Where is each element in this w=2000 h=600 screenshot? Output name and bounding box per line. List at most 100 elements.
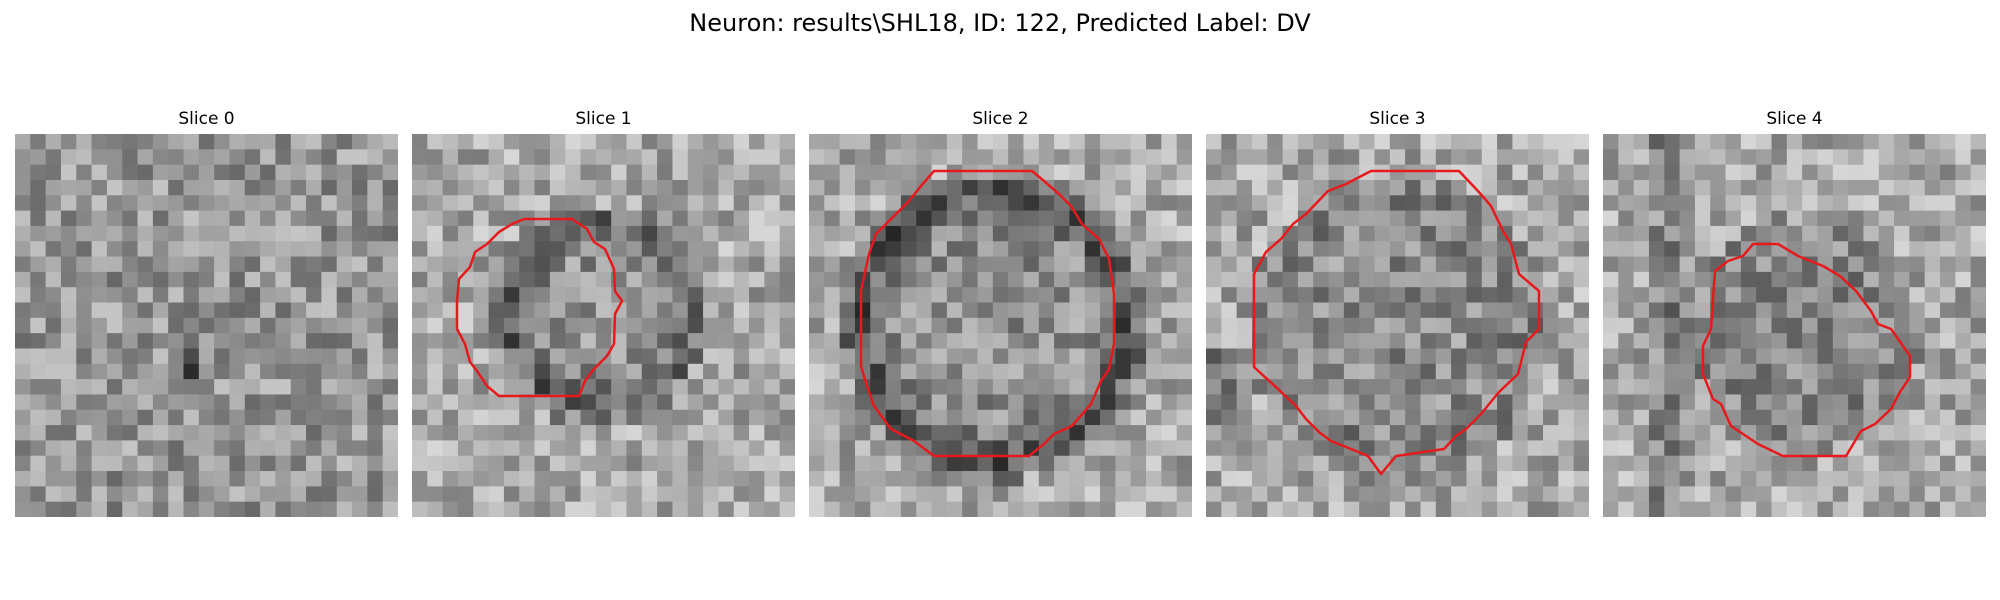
- image-pixel: [672, 440, 689, 457]
- image-pixel: [962, 455, 978, 472]
- image-pixel: [1466, 394, 1483, 411]
- image-pixel: [1603, 409, 1619, 426]
- image-pixel: [1725, 348, 1742, 365]
- image-pixel: [1633, 486, 1650, 502]
- image-pixel: [1970, 394, 1986, 411]
- image-pixel: [1008, 149, 1024, 165]
- image-pixel: [1282, 409, 1299, 426]
- image-pixel: [885, 394, 902, 411]
- image-pixel: [1389, 179, 1406, 196]
- image-pixel: [1878, 302, 1895, 319]
- image-pixel: [703, 302, 719, 319]
- image-pixel: [214, 394, 230, 411]
- image-pixel: [45, 379, 62, 395]
- image-pixel: [1970, 471, 1986, 487]
- image-pixel: [580, 149, 597, 165]
- image-pixel: [275, 302, 292, 319]
- image-pixel: [519, 425, 535, 441]
- image-pixel: [1694, 210, 1711, 227]
- image-pixel: [916, 363, 932, 380]
- image-pixel: [977, 256, 994, 273]
- image-pixel: [977, 317, 994, 334]
- image-pixel: [1756, 271, 1772, 288]
- image-pixel: [703, 455, 719, 472]
- image-pixel: [1161, 256, 1177, 273]
- image-pixel: [1543, 394, 1559, 411]
- image-pixel: [321, 195, 338, 211]
- image-pixel: [900, 486, 917, 502]
- image-pixel: [275, 256, 292, 273]
- image-pixel: [1633, 225, 1650, 242]
- image-pixel: [839, 486, 856, 502]
- image-pixel: [733, 134, 750, 150]
- image-pixel: [183, 409, 200, 426]
- image-pixel: [1618, 501, 1634, 517]
- image-pixel: [1481, 440, 1498, 457]
- image-pixel: [1451, 241, 1467, 257]
- image-pixel: [1251, 179, 1268, 196]
- image-pixel: [931, 471, 948, 487]
- image-pixel: [260, 210, 276, 227]
- image-pixel: [412, 256, 428, 273]
- image-pixel: [30, 486, 46, 502]
- image-pixel: [1603, 195, 1619, 211]
- image-pixel: [1618, 363, 1634, 380]
- image-pixel: [1420, 302, 1437, 319]
- image-pixel: [1573, 179, 1589, 196]
- image-pixel: [91, 425, 108, 441]
- image-pixel: [382, 302, 398, 319]
- image-pixel: [275, 501, 292, 517]
- image-pixel: [718, 501, 735, 517]
- image-pixel: [1221, 179, 1237, 196]
- image-pixel: [1558, 256, 1574, 273]
- image-pixel: [703, 348, 719, 365]
- image-pixel: [382, 317, 398, 334]
- image-pixel: [122, 225, 138, 242]
- image-pixel: [1221, 195, 1237, 211]
- image-pixel: [1038, 501, 1055, 517]
- image-pixel: [870, 363, 886, 380]
- image-pixel: [198, 241, 215, 257]
- image-pixel: [244, 149, 261, 165]
- image-pixel: [122, 471, 138, 487]
- image-pixel: [306, 179, 322, 196]
- image-pixel: [137, 379, 154, 395]
- image-pixel: [992, 164, 1009, 181]
- image-pixel: [657, 486, 673, 502]
- image-pixel: [1633, 455, 1650, 472]
- image-pixel: [1924, 440, 1941, 457]
- image-pixel: [916, 425, 932, 441]
- image-pixel: [1206, 164, 1222, 181]
- image-pixel: [427, 179, 443, 196]
- image-pixel: [1618, 302, 1634, 319]
- image-pixel: [137, 271, 154, 288]
- image-pixel: [1527, 225, 1544, 242]
- image-pixel: [1084, 179, 1101, 196]
- image-pixel: [1251, 425, 1268, 441]
- image-pixel: [1206, 348, 1222, 365]
- image-pixel: [809, 302, 825, 319]
- slice-title: Slice 0: [178, 109, 235, 129]
- image-pixel: [1023, 164, 1040, 181]
- image-pixel: [1054, 363, 1070, 380]
- image-pixel: [1389, 379, 1406, 395]
- image-pixel: [1786, 225, 1803, 242]
- image-pixel: [1878, 394, 1895, 411]
- image-pixel: [1725, 471, 1742, 487]
- image-pixel: [1679, 394, 1696, 411]
- image-pixel: [1115, 179, 1132, 196]
- image-pixel: [900, 210, 917, 227]
- image-pixel: [1176, 302, 1192, 319]
- image-pixel: [1679, 425, 1696, 441]
- image-pixel: [718, 287, 735, 303]
- image-pixel: [1558, 425, 1574, 441]
- image-pixel: [1894, 440, 1910, 457]
- image-pixel: [106, 149, 123, 165]
- image-pixel: [595, 394, 612, 411]
- image-pixel: [321, 486, 338, 502]
- image-pixel: [1297, 225, 1314, 242]
- image-pixel: [900, 241, 917, 257]
- image-pixel: [1710, 317, 1726, 334]
- image-pixel: [1970, 348, 1986, 365]
- image-pixel: [534, 471, 551, 487]
